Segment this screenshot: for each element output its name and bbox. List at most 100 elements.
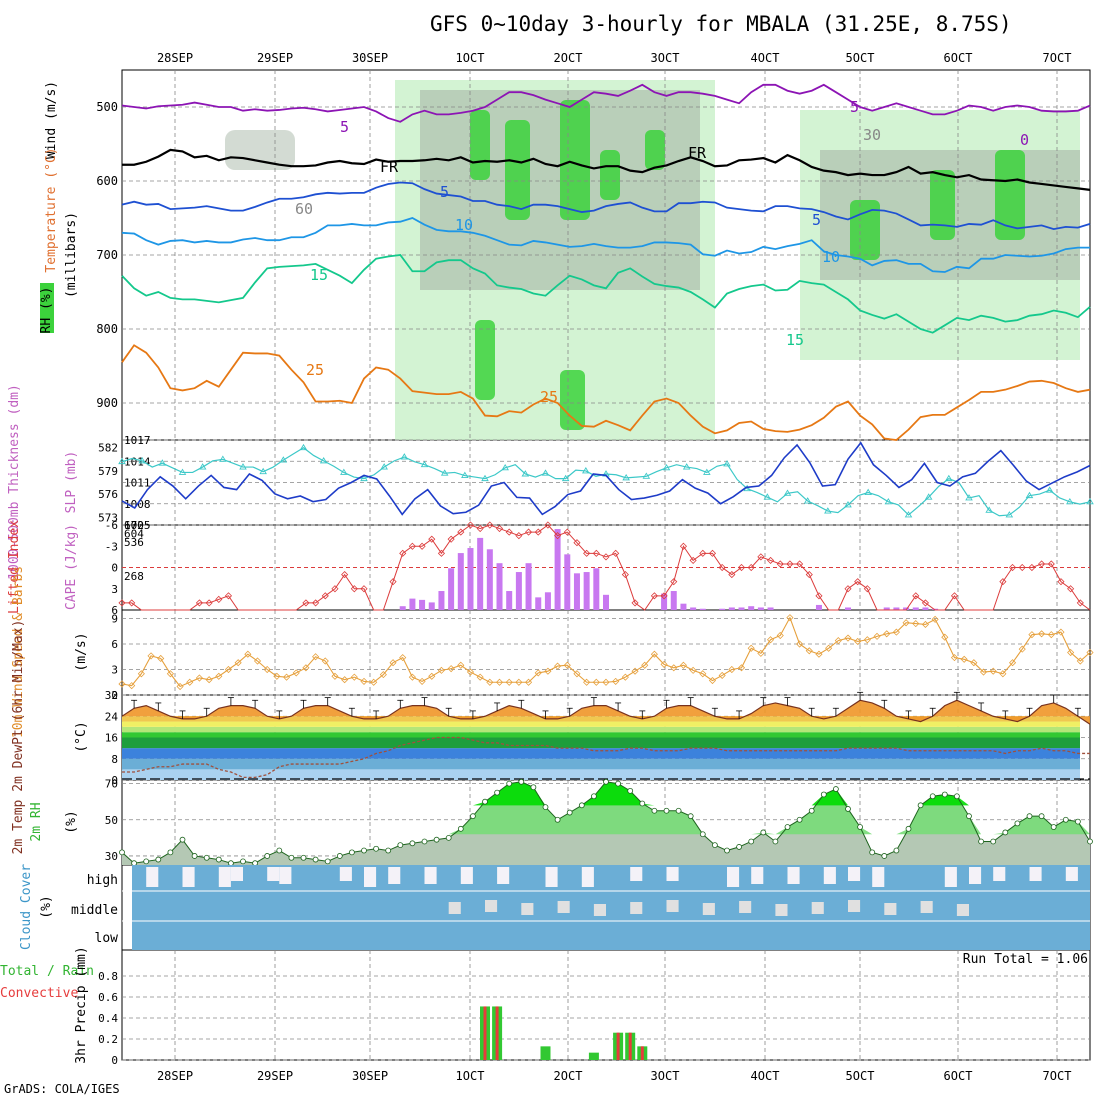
cape-bar — [893, 607, 900, 610]
high-cloud-gap — [666, 867, 679, 881]
rh-2m-point — [554, 816, 561, 823]
contour-label: 25 — [306, 361, 324, 379]
rh-2m-point — [748, 838, 755, 845]
lifted-index-point — [950, 592, 959, 600]
precip-total-bar — [588, 1052, 599, 1060]
contour-label: 10 — [455, 216, 473, 234]
lifted-index-point — [350, 585, 358, 593]
temp-ytick-label: 0 — [111, 774, 118, 787]
wind-speed-point — [612, 677, 620, 685]
lifted-index-point — [1076, 599, 1084, 607]
isotherm-line-minus5 — [121, 83, 1091, 123]
wind-speed-point — [747, 644, 755, 652]
rh-2m-point — [639, 800, 646, 807]
rh-2m-point — [1050, 824, 1057, 830]
cape-bar — [690, 607, 697, 610]
wind-speed-point — [805, 647, 813, 655]
wind-speed-point — [534, 669, 542, 677]
thickness-ytick-label: 573 — [98, 511, 118, 524]
thickness-point — [622, 473, 630, 481]
isotherm-line-15 — [121, 254, 1091, 334]
upper-ytick-label: 900 — [96, 396, 118, 410]
temp-band — [122, 726, 1080, 733]
upper-ytick-label: 500 — [96, 100, 118, 114]
lifted-index-point — [476, 524, 484, 533]
rh-2m-point — [1075, 818, 1081, 825]
wind-speed-point — [457, 661, 465, 669]
wind-speed-point — [999, 670, 1007, 678]
cape-bar — [738, 607, 745, 610]
lifted-index-point — [728, 571, 736, 579]
rh-2m-point — [760, 829, 767, 836]
rh-2m-point — [578, 802, 585, 809]
lifted-index-point — [505, 528, 513, 536]
thickness-point — [703, 468, 711, 475]
high-cloud-gap — [267, 867, 280, 881]
temp-band — [122, 732, 1080, 738]
thickness-point — [985, 506, 993, 513]
wind-speed-point — [166, 670, 174, 678]
date-label-top: 29SEP — [257, 51, 293, 65]
thickness-point — [924, 493, 933, 500]
precip-ytick-label: 0.6 — [98, 991, 118, 1004]
wind-speed-point — [737, 664, 746, 672]
wind-speed-point — [641, 661, 649, 669]
upper-ylabel-rh: RH (%) — [39, 287, 54, 334]
wind-speed-point — [486, 678, 494, 686]
rh-2m-point — [1062, 816, 1069, 823]
rh-2m-point — [603, 778, 609, 785]
high-cloud-gap — [388, 867, 401, 884]
wind-speed-point — [1086, 648, 1094, 657]
cape-bar — [506, 591, 513, 610]
rh-fill-mid — [122, 781, 1090, 835]
lifted-index-point — [999, 578, 1007, 586]
date-label-bottom: 29SEP — [257, 1069, 293, 1083]
wind-speed-point — [1067, 648, 1075, 657]
cape-ytick-label: 672 — [124, 519, 144, 532]
cape-bar — [767, 607, 774, 610]
wind-speed-point — [399, 654, 407, 662]
cape-bar — [932, 608, 939, 610]
cape-bar — [486, 549, 493, 610]
contour-label: 0 — [1020, 131, 1029, 149]
wind-speed-point — [592, 678, 600, 686]
wind-speed-point — [728, 665, 736, 674]
date-label-bottom: 7OCT — [1043, 1069, 1072, 1083]
rh-2m-point — [143, 858, 150, 865]
contour-label: 5 — [440, 183, 449, 201]
thickness-point — [420, 460, 429, 468]
date-label-bottom: 5OCT — [846, 1069, 875, 1083]
wind-speed-point — [379, 671, 387, 679]
precip-yunit: 3hr Precip (mm) — [74, 946, 89, 1063]
rh-2m-point — [119, 849, 125, 856]
wind-speed-point — [195, 674, 204, 682]
wind-speed-point — [766, 636, 775, 644]
thickness-point — [844, 501, 852, 508]
lifted-index-point — [341, 571, 349, 579]
cape-bar — [699, 608, 706, 610]
rh-2m-point — [627, 787, 634, 794]
cape-bar — [525, 563, 532, 610]
thickness-point — [582, 467, 590, 474]
thickness-point — [1045, 486, 1054, 493]
rh-2m-point — [276, 847, 283, 854]
li-ytick-label: -6 — [105, 519, 118, 532]
rh-2m-point — [905, 825, 912, 832]
rh-2m-point — [482, 798, 488, 805]
lifted-index-point — [524, 528, 533, 536]
lifted-index-point — [602, 553, 610, 561]
rh-2m-point — [1014, 820, 1021, 827]
date-label-top: 6OCT — [944, 51, 973, 65]
wind-speed-point — [650, 650, 658, 658]
lifted-index-point — [912, 592, 920, 600]
rh-2m-point — [712, 842, 718, 849]
lifted-index-point — [689, 556, 697, 564]
cape-bar — [728, 607, 735, 610]
rh-2m-point — [155, 856, 162, 863]
wind10-ylabel: 10m Wind Speed & Barbs — [11, 566, 26, 738]
lifted-index-point — [331, 585, 339, 593]
wind-speed-point — [950, 654, 959, 662]
rh-2m-point — [433, 836, 440, 843]
temp-band — [122, 758, 1080, 770]
lifted-index-point — [515, 532, 523, 540]
